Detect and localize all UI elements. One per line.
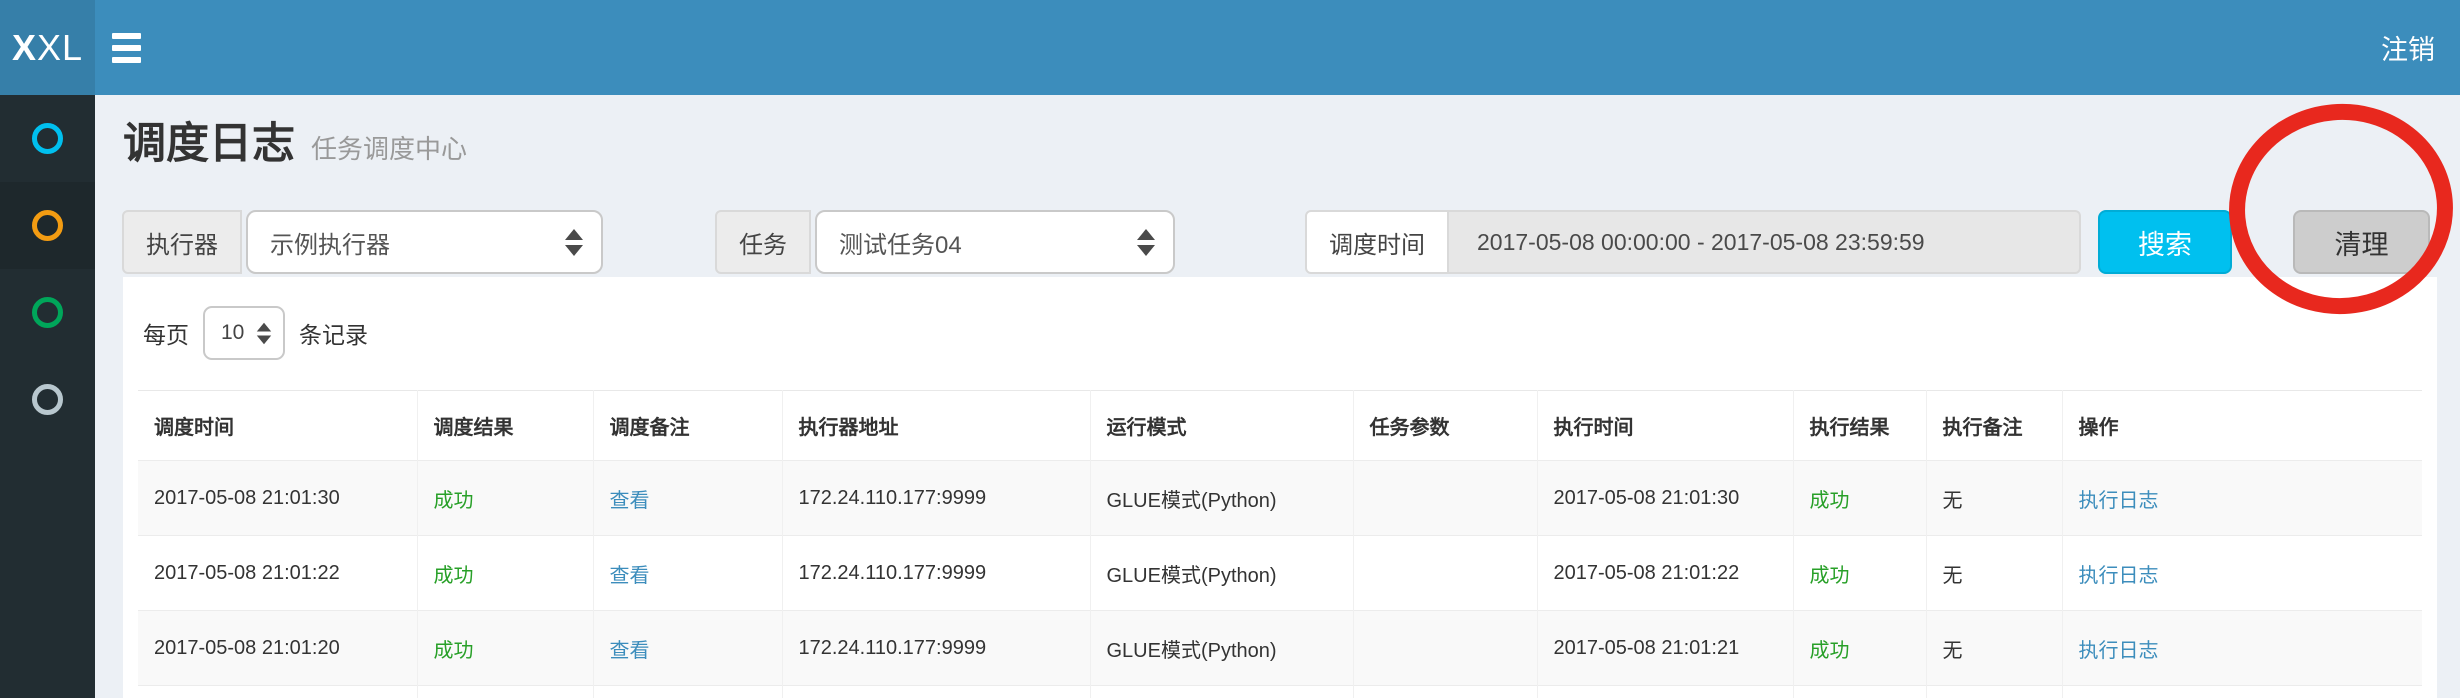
logo-text-bold: X	[11, 26, 37, 68]
cell-handle-time: 2017-05-08 21:01:30	[1537, 460, 1794, 536]
exec-log-link[interactable]: 执行日志	[2062, 610, 2422, 686]
cell-trigger-result: 成功	[417, 610, 594, 686]
col-header-trigger-remark[interactable]: 调度备注	[593, 390, 783, 461]
page-subtitle: 任务调度中心	[311, 134, 468, 164]
table-row-partial	[138, 685, 2422, 698]
exec-log-link[interactable]: 执行日志	[2062, 535, 2422, 611]
col-header-handle-result[interactable]: 执行结果	[1793, 390, 1927, 461]
exec-log-link[interactable]: 执行日志	[2062, 460, 2422, 536]
cell-executor-address: 172.24.110.177:9999	[782, 610, 1091, 686]
circle-icon-gray	[32, 384, 63, 415]
view-remark-link[interactable]: 查看	[593, 610, 783, 686]
top-navbar: X XL 注销	[0, 0, 2460, 95]
content-area: 调度日志 任务调度中心 执行器 示例执行器 任务 测试任务04 调度时间 搜索 …	[95, 95, 2460, 698]
sidebar-toggle-button[interactable]	[112, 0, 172, 95]
page-length-suffix: 条记录	[299, 322, 368, 348]
sidebar-item-4[interactable]	[0, 356, 95, 443]
cell-executor-address: 172.24.110.177:9999	[782, 460, 1091, 536]
col-header-executor-address[interactable]: 执行器地址	[782, 390, 1091, 461]
sidebar-item-3[interactable]	[0, 269, 95, 356]
select-stepper-icon	[1137, 228, 1155, 256]
circle-icon-cyan	[32, 123, 63, 154]
select-stepper-icon	[565, 228, 583, 256]
job-filter-group: 任务 测试任务04	[715, 210, 1175, 274]
cell-handle-time: 2017-05-08 21:01:22	[1537, 535, 1794, 611]
logo-text: XL	[36, 26, 84, 68]
cell-handle-time: 2017-05-08 21:01:21	[1537, 610, 1794, 686]
executor-filter-group: 执行器 示例执行器	[122, 210, 603, 274]
col-header-trigger-time[interactable]: 调度时间	[138, 390, 418, 461]
time-range-input[interactable]	[1449, 210, 2081, 274]
time-label: 调度时间	[1305, 210, 1449, 274]
job-select-value: 测试任务04	[839, 231, 962, 259]
cell-executor-address: 172.24.110.177:9999	[782, 535, 1091, 611]
log-table-panel: 每页 10 条记录 调度时间 调度结果 调度备注 执行器地址	[123, 277, 2437, 698]
cell-run-mode: GLUE模式(Python)	[1090, 535, 1354, 611]
cell-job-param	[1353, 610, 1538, 686]
col-header-trigger-result[interactable]: 调度结果	[417, 390, 594, 461]
job-select[interactable]: 测试任务04	[815, 210, 1175, 274]
cell-job-param	[1353, 460, 1538, 536]
col-header-job-param[interactable]: 任务参数	[1353, 390, 1538, 461]
cell-handle-result: 成功	[1793, 460, 1927, 536]
view-remark-link[interactable]: 查看	[593, 460, 783, 536]
col-header-run-mode[interactable]: 运行模式	[1090, 390, 1354, 461]
sidebar	[0, 95, 95, 698]
dispatch-log-table: 调度时间 调度结果 调度备注 执行器地址 运行模式 任务参数 执行时间 执行结果…	[138, 390, 2422, 698]
col-header-handle-time[interactable]: 执行时间	[1537, 390, 1794, 461]
cell-handle-result: 成功	[1793, 610, 1927, 686]
col-header-handle-remark[interactable]: 执行备注	[1926, 390, 2063, 461]
time-filter-group: 调度时间	[1305, 210, 2081, 274]
cell-handle-remark: 无	[1926, 610, 2063, 686]
table-row: 2017-05-08 21:01:22 成功 查看 172.24.110.177…	[138, 535, 2422, 611]
cell-trigger-result: 成功	[417, 460, 594, 536]
cell-handle-result: 成功	[1793, 535, 1927, 611]
page-length-row: 每页 10 条记录	[143, 306, 2422, 360]
page-length-select[interactable]: 10	[203, 306, 285, 360]
cell-handle-remark: 无	[1926, 460, 2063, 536]
cell-run-mode: GLUE模式(Python)	[1090, 610, 1354, 686]
cell-trigger-time: 2017-05-08 21:01:22	[138, 535, 418, 611]
table-row: 2017-05-08 21:01:20 成功 查看 172.24.110.177…	[138, 610, 2422, 686]
table-row: 2017-05-08 21:01:30 成功 查看 172.24.110.177…	[138, 460, 2422, 536]
clean-button[interactable]: 清理	[2293, 210, 2430, 274]
search-button[interactable]: 搜索	[2098, 210, 2232, 274]
cell-run-mode: GLUE模式(Python)	[1090, 460, 1354, 536]
sidebar-item-1[interactable]	[0, 95, 95, 182]
executor-select-value: 示例执行器	[270, 231, 390, 259]
page-header: 调度日志 任务调度中心	[123, 109, 467, 171]
cell-handle-remark: 无	[1926, 535, 2063, 611]
page-length-value: 10	[221, 321, 245, 344]
logout-link[interactable]: 注销	[2381, 35, 2435, 65]
page-title: 调度日志	[123, 120, 295, 168]
job-label: 任务	[715, 210, 811, 274]
executor-select[interactable]: 示例执行器	[246, 210, 603, 274]
circle-icon-green	[32, 297, 63, 328]
executor-label: 执行器	[122, 210, 242, 274]
cell-trigger-result: 成功	[417, 535, 594, 611]
app-logo[interactable]: X XL	[0, 0, 95, 95]
table-header-row: 调度时间 调度结果 调度备注 执行器地址 运行模式 任务参数 执行时间 执行结果…	[138, 390, 2422, 461]
cell-trigger-time: 2017-05-08 21:01:30	[138, 460, 418, 536]
col-header-operate[interactable]: 操作	[2078, 417, 2119, 439]
select-stepper-icon	[256, 322, 272, 344]
cell-job-param	[1353, 535, 1538, 611]
page-length-prefix: 每页	[143, 322, 189, 348]
cell-trigger-time: 2017-05-08 21:01:20	[138, 610, 418, 686]
view-remark-link[interactable]: 查看	[593, 535, 783, 611]
sidebar-item-2-active[interactable]	[0, 182, 95, 269]
circle-icon-orange	[32, 210, 63, 241]
